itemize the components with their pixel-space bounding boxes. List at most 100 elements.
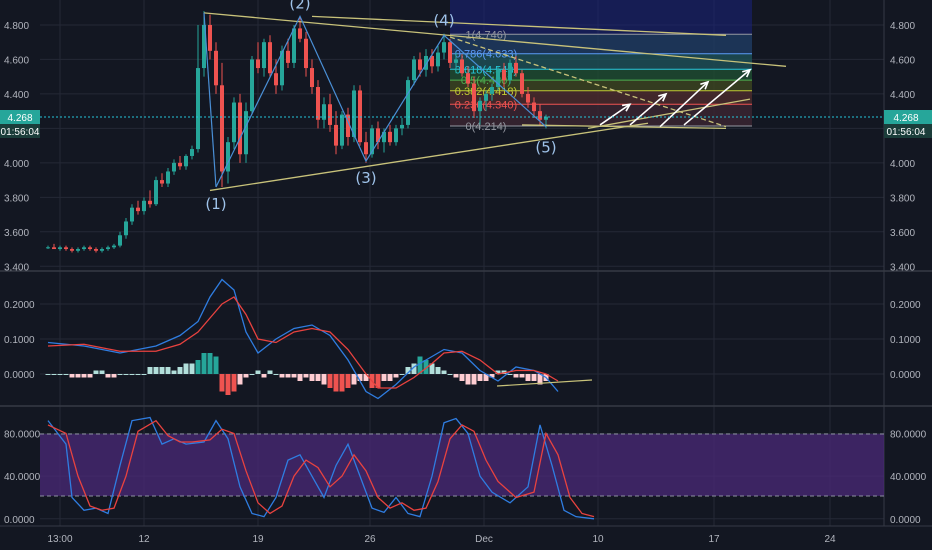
last-price-tag-right: 4.268 [884,110,932,124]
time-tick-3: 26 [364,534,376,545]
candle-body-17 [148,200,152,205]
macd-bar-10 [105,374,111,378]
time-tick-4: Dec [475,534,493,545]
candle-body-76 [502,69,506,81]
candle-body-12 [118,235,122,246]
arrow-head-1 [658,92,668,102]
candle-body-63 [424,55,428,70]
price-tick-right-1: 4.600 [890,55,915,66]
stoch-tick-left-1: 40.0000 [4,472,41,483]
macd-bar-50 [345,374,351,388]
candle-body-71 [472,83,476,112]
fibonacci-retracement[interactable]: 1(4.746)0.786(4.633)0.618(4.543)0.5(4.48… [450,0,752,133]
candle-body-19 [160,180,164,184]
macd-histogram [45,353,549,395]
macd-bar-39 [279,374,285,378]
candle-body-7 [88,247,92,250]
macd-bar-14 [129,374,135,375]
candle-body-58 [394,128,398,143]
macd-bar-46 [321,374,327,385]
stoch-tick-left-0: 80.0000 [4,429,41,440]
macd-bar-35 [255,370,261,374]
macd-bar-68 [453,374,459,378]
candle-body-49 [340,114,344,146]
upper-trendline [203,12,787,67]
fib-zone-3 [450,80,752,91]
macd-bar-79 [519,374,525,378]
elliott-wave-lines[interactable] [203,12,547,188]
candle-body-61 [412,59,416,81]
candle-body-9 [100,249,104,251]
macd-bar-61 [411,363,417,374]
candle-body-8 [94,249,98,251]
projection-arrows[interactable] [599,68,752,128]
candle-body-21 [172,162,176,172]
candle-body-46 [322,104,326,120]
candle-body-10 [106,247,110,250]
trend-lines[interactable] [203,12,787,192]
macd-bar-58 [393,374,399,378]
wave-label-5: (5) [535,139,556,157]
macd-bar-15 [135,374,141,375]
macd-bar-21 [171,370,177,374]
macd-bar-17 [147,367,153,374]
countdown-label-left: 01:56:04 [1,127,40,138]
wave-path [215,14,547,188]
price-tick-left-6: 3.600 [4,228,29,239]
macd-bar-23 [183,363,189,374]
candle-body-69 [460,59,464,74]
macd-line [47,278,559,400]
stochastic-band [40,434,884,496]
macd-bar-22 [177,367,183,374]
last-price-tag-left: 4.268 [0,110,40,124]
macd-bar-59 [399,374,405,375]
macd-bar-82 [537,374,543,385]
stochastic-axis[interactable]: 80.0000 80.0000 40.0000 40.0000 0.0000 0.0000 [4,429,927,525]
macd-bar-75 [495,370,501,374]
candle-body-35 [256,59,260,69]
macd-axis[interactable]: 0.2000 0.2000 0.1000 0.1000 0.0000 0.0000 [4,300,921,381]
price-tick-left-1: 4.600 [4,55,29,66]
arrow-shaft-2 [659,81,709,128]
macd-bar-78 [513,374,519,378]
macd-bar-53 [363,374,369,381]
candle-body-65 [436,52,440,67]
macd-bar-80 [525,374,531,381]
price-tick-left-7: 3.400 [4,262,29,273]
candle-body-25 [196,68,200,150]
candle-body-36 [262,42,266,69]
candle-body-1 [52,247,56,250]
macd-bar-28 [213,356,219,374]
price-tick-right-6: 3.600 [890,228,915,239]
fib-extension-zone [450,0,752,35]
time-tick-0: 13:00 [47,534,72,545]
macd-bar-56 [381,374,387,381]
macd-bar-65 [435,367,441,374]
candle-body-40 [286,50,290,63]
fib-base-line [521,124,727,130]
time-axis[interactable]: 13:00 12 19 26 Dec 10 17 24 [47,534,836,545]
macd-bar-81 [531,374,537,381]
candle-body-18 [154,180,158,205]
candle-body-75 [496,69,500,88]
macd-divergence-line[interactable] [496,379,593,387]
candle-body-23 [184,155,188,167]
candle-body-33 [244,111,248,155]
macd-bar-74 [489,374,495,378]
macd-bar-20 [165,367,171,374]
candle-body-37 [268,42,272,74]
macd-bar-48 [333,374,339,392]
price-tick-right-0: 4.800 [890,21,915,32]
stochastic-k-line [47,416,595,520]
candle-body-24 [190,149,194,156]
candle-body-5 [76,249,80,251]
macd-bar-73 [483,374,489,381]
macd-bar-37 [267,370,273,374]
fib-level-label-6: 0(4.214) [466,121,507,133]
macd-bar-64 [429,363,435,374]
macd-bar-13 [123,374,129,375]
candle-body-66 [442,42,446,53]
time-tick-7: 24 [824,534,836,545]
candle-body-14 [130,207,134,222]
